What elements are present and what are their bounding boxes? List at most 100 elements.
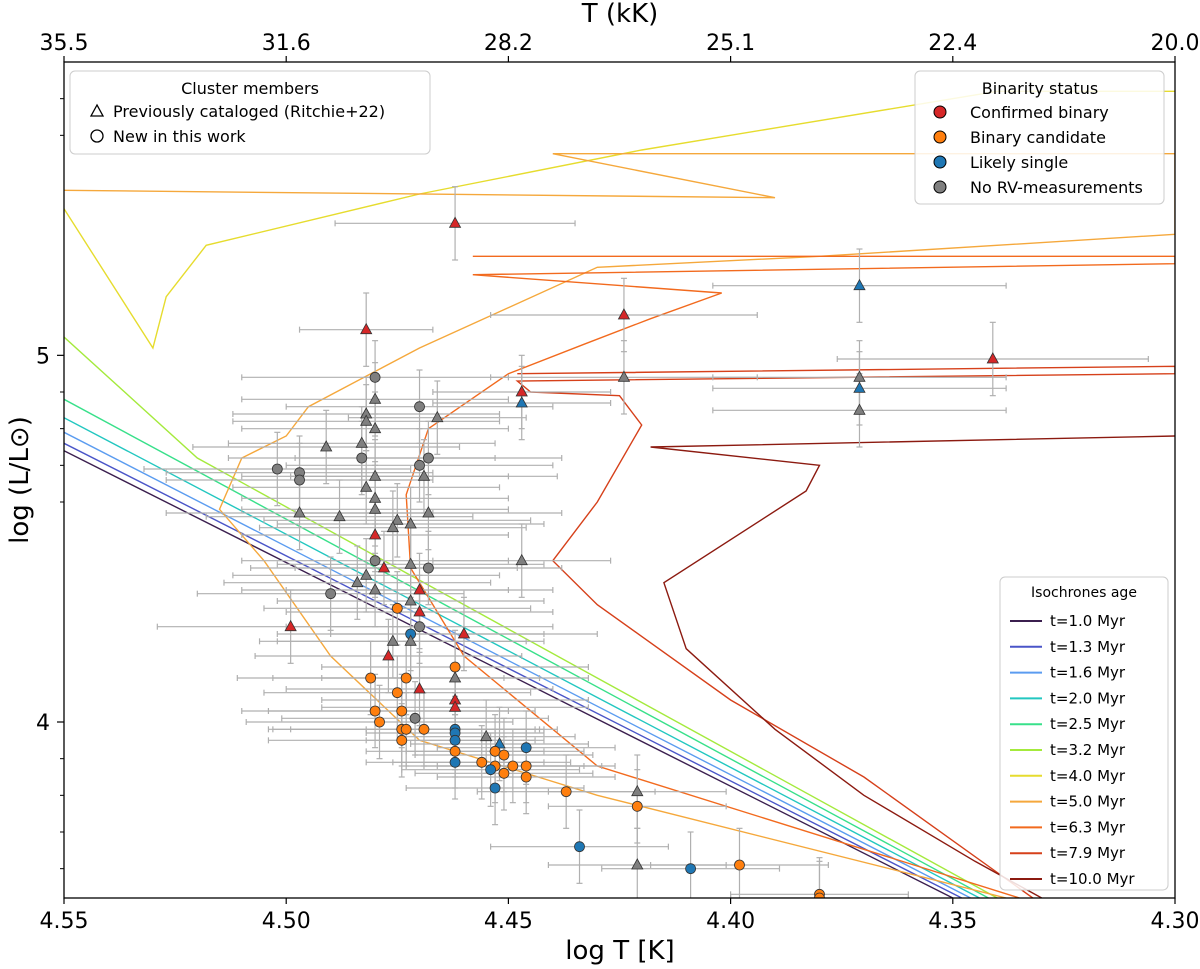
legend-iso-title: Isochrones age [1031, 585, 1137, 601]
x-tick-label: 4.45 [484, 909, 533, 934]
circle-marker-icon [90, 129, 104, 143]
star-marker-triangle [351, 575, 364, 588]
star-marker-circle [396, 705, 408, 717]
x-tick-label: 4.30 [1151, 909, 1200, 934]
star-marker-triangle [515, 553, 528, 566]
star-marker-triangle [386, 634, 400, 646]
star-marker-circle [449, 734, 461, 746]
star-marker-triangle [515, 396, 528, 408]
iso-legend-label: t=5.0 Myr [1050, 793, 1126, 811]
star-marker-triangle [457, 627, 471, 639]
isochrone-line [64, 450, 954, 898]
error-bars [143, 186, 1149, 898]
star-marker-triangle [391, 513, 404, 525]
star-marker-circle [418, 723, 430, 735]
legend-swatch-norv [933, 180, 947, 194]
legend-members-label: Previously cataloged (Ritchie+22) [113, 102, 385, 121]
top-tick-label: 20.0 [1151, 31, 1200, 56]
star-marker-circle [449, 661, 461, 673]
star-marker-circle [409, 712, 421, 724]
star-marker-triangle [413, 583, 426, 595]
top-axis-title: T (kK) [581, 0, 659, 29]
legend-isochrones: Isochrones age t=1.0 Myr t=1.3 Myr t=1.6 M… [999, 576, 1169, 891]
star-marker-circle [685, 863, 697, 875]
star-marker-triangle [355, 436, 368, 448]
star-marker-triangle [493, 737, 506, 749]
x-tick-label: 4.50 [262, 909, 311, 934]
top-tick-label: 25.1 [706, 31, 755, 56]
iso-legend-label: t=3.2 Myr [1050, 741, 1126, 759]
legend-iso-box [999, 576, 1169, 891]
star-marker-circle [520, 742, 532, 754]
star-marker-triangle [377, 561, 391, 573]
legend-binarity-title: Binarity status [982, 79, 1098, 98]
legend-binarity-label: Binary candidate [970, 128, 1106, 147]
legend-members-title: Cluster members [181, 79, 319, 98]
top-tick-label: 35.5 [40, 31, 89, 56]
star-marker-triangle [320, 440, 333, 452]
iso-legend-label: t=1.6 Myr [1050, 664, 1126, 682]
star-marker-triangle [368, 528, 382, 540]
star-marker-triangle [515, 385, 528, 397]
star-marker-circle [520, 771, 532, 783]
star-marker-circle [369, 371, 381, 383]
iso-legend-label: t=1.3 Myr [1050, 638, 1126, 656]
star-marker-circle [631, 800, 643, 812]
star-marker-circle [414, 621, 425, 633]
star-marker-triangle [853, 381, 866, 393]
star-marker-triangle [480, 729, 493, 742]
star-marker-circle [476, 756, 488, 768]
top-tick-label: 31.6 [262, 31, 311, 56]
star-marker-triangle [413, 682, 426, 694]
star-marker-triangle [368, 469, 382, 481]
star-marker-triangle [404, 517, 417, 529]
iso-legend-label: t=4.0 Myr [1050, 767, 1126, 785]
star-marker-circle [271, 463, 283, 475]
star-marker-circle [414, 459, 425, 471]
x-tick-label: 4.55 [40, 909, 89, 934]
star-marker-circle [734, 859, 745, 871]
star-marker-triangle [617, 308, 631, 320]
isochrone-line [515, 365, 1175, 898]
star-marker-triangle [368, 583, 382, 595]
star-marker-triangle [360, 568, 373, 580]
star-marker-circle [400, 672, 412, 684]
star-marker-triangle [853, 278, 866, 291]
star-marker-triangle [853, 403, 866, 415]
star-marker-triangle [382, 649, 395, 661]
x-tick-label: 4.40 [706, 909, 755, 934]
legend-iso-entries: t=1.0 Myr t=1.3 Myr t=1.6 Myr t=2.0 Myr t=2.… [1010, 612, 1135, 888]
star-marker-circle [423, 562, 434, 574]
star-marker-circle [400, 723, 412, 735]
iso-legend-label: t=6.3 Myr [1050, 818, 1126, 836]
star-markers [271, 216, 999, 898]
iso-legend-label: t=1.0 Myr [1050, 612, 1126, 630]
star-marker-triangle [986, 352, 999, 364]
iso-legend-label: t=2.5 Myr [1050, 715, 1126, 733]
star-marker-circle [391, 602, 403, 614]
star-marker-circle [356, 452, 368, 464]
top-tick-label: 28.2 [484, 31, 533, 56]
star-marker-circle [814, 892, 825, 898]
iso-legend-label: t=7.9 Myr [1050, 844, 1126, 862]
iso-legend-label: t=10.0 Myr [1050, 870, 1135, 888]
legend-members-label: New in this work [113, 127, 246, 146]
star-marker-triangle [386, 520, 400, 533]
legend-binarity-box [914, 70, 1165, 205]
star-marker-circle [369, 705, 381, 717]
error-bar [729, 860, 909, 898]
star-marker-circle [414, 401, 425, 413]
star-marker-circle [365, 672, 377, 684]
star-marker-circle [574, 841, 585, 853]
star-marker-triangle [617, 370, 631, 382]
legend-swatch-confirmed [933, 105, 947, 119]
star-marker-circle [325, 588, 337, 600]
legend-binarity-label: Confirmed binary [970, 103, 1109, 122]
star-marker-triangle [333, 509, 346, 522]
legend-swatch-candidate [933, 130, 947, 144]
star-marker-triangle [360, 414, 373, 426]
star-marker-triangle [360, 322, 373, 335]
star-marker-triangle [368, 421, 382, 434]
star-marker-triangle [417, 469, 431, 481]
